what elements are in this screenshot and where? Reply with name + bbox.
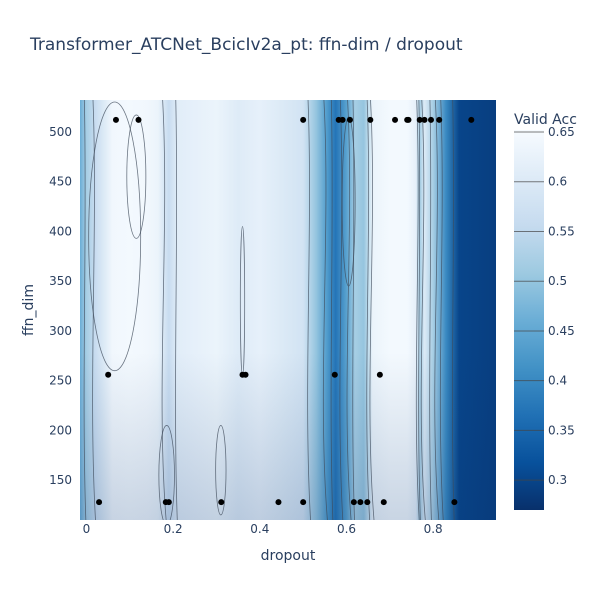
trial-point — [218, 499, 225, 506]
contour-loop — [126, 114, 147, 239]
x-axis-ticks: 0 0.2 0.4 0.6 0.8 — [83, 522, 443, 536]
trial-point — [416, 116, 423, 123]
trial-point — [405, 116, 412, 123]
contour-loop — [88, 101, 142, 372]
x-tick-label: 0.8 — [424, 522, 443, 536]
colorbar-tick-label: 0.3 — [548, 473, 567, 487]
trial-point — [451, 499, 458, 506]
trial-point — [300, 499, 307, 506]
contour-line — [330, 100, 334, 520]
trial-point — [96, 499, 103, 506]
trial-point — [165, 499, 172, 506]
y-tick-label: 300 — [49, 324, 72, 338]
trial-point — [392, 116, 399, 123]
chart-title: Transformer_ATCNet_BcicIv2a_pt: ffn-dim … — [29, 35, 463, 55]
y-tick-label: 150 — [49, 473, 72, 487]
colorbar-tick-label: 0.5 — [548, 274, 567, 288]
trial-point — [242, 371, 249, 378]
trial-point — [350, 499, 357, 506]
x-tick-label: 0.2 — [164, 522, 183, 536]
y-tick-label: 250 — [49, 374, 72, 388]
trial-point — [367, 116, 374, 123]
contour-line — [429, 100, 432, 520]
trial-point — [300, 116, 307, 123]
trial-point — [468, 116, 475, 123]
trial-point — [275, 499, 282, 506]
trial-point — [339, 116, 346, 123]
contour-line — [452, 100, 455, 520]
contour-lines — [83, 100, 455, 520]
trial-point — [364, 499, 371, 506]
colorbar-tick-label: 0.4 — [548, 374, 567, 388]
colorbar-tick-label: 0.45 — [548, 324, 575, 338]
contour-line — [307, 100, 311, 520]
contour-line — [420, 100, 426, 520]
colorbar-tick-label: 0.35 — [548, 423, 575, 437]
x-tick-label: 0.6 — [337, 522, 356, 536]
contour-line — [434, 100, 440, 520]
colorbar-tick-label: 0.6 — [548, 175, 567, 189]
contour-line — [366, 100, 371, 520]
x-axis-label: dropout — [261, 548, 316, 564]
trial-point — [357, 499, 364, 506]
contour-line — [415, 100, 420, 520]
contour-line — [418, 100, 421, 520]
contour-line — [161, 100, 167, 520]
x-tick-label: 0.4 — [250, 522, 269, 536]
contour-line — [439, 100, 444, 520]
contour-line — [83, 100, 87, 520]
contour-line — [322, 100, 328, 520]
colorbar: Valid Acc 0.3 0.35 0.4 0.45 0.5 0.55 0.6 0.65 — [514, 112, 577, 510]
trial-point — [135, 116, 142, 123]
trial-point — [346, 116, 353, 123]
trial-points — [96, 116, 475, 506]
y-tick-label: 450 — [49, 175, 72, 189]
colorbar-tick-label: 0.65 — [548, 125, 575, 139]
trial-point — [421, 116, 428, 123]
y-axis-label: ffn_dim — [21, 284, 37, 336]
y-tick-label: 500 — [49, 125, 72, 139]
heatmap-lower-shading — [80, 100, 496, 520]
contour-line — [346, 100, 352, 520]
plot-area — [80, 100, 496, 520]
contour-loop — [158, 425, 175, 520]
trial-point — [380, 499, 387, 506]
trial-point — [105, 371, 112, 378]
trial-point — [436, 116, 443, 123]
contour-line — [339, 100, 344, 520]
colorbar-title: Valid Acc — [514, 112, 577, 128]
y-tick-label: 350 — [49, 274, 72, 288]
trial-point — [376, 371, 383, 378]
x-tick-label: 0 — [83, 522, 91, 536]
y-tick-label: 200 — [49, 423, 72, 437]
y-axis-ticks: 150 200 250 300 350 400 450 500 — [49, 125, 72, 487]
colorbar-tick-label: 0.55 — [548, 224, 575, 238]
contour-loop — [215, 425, 227, 516]
trial-point — [428, 116, 434, 123]
contour-line — [369, 100, 375, 520]
colorbar-ramp — [514, 130, 544, 510]
contour-loop — [341, 116, 356, 287]
y-tick-label: 400 — [49, 224, 72, 238]
contour-line — [175, 100, 178, 520]
trial-point — [112, 116, 119, 123]
colorbar-ticks: 0.3 0.35 0.4 0.45 0.5 0.55 0.6 0.65 — [514, 125, 575, 487]
trial-point — [331, 371, 338, 378]
